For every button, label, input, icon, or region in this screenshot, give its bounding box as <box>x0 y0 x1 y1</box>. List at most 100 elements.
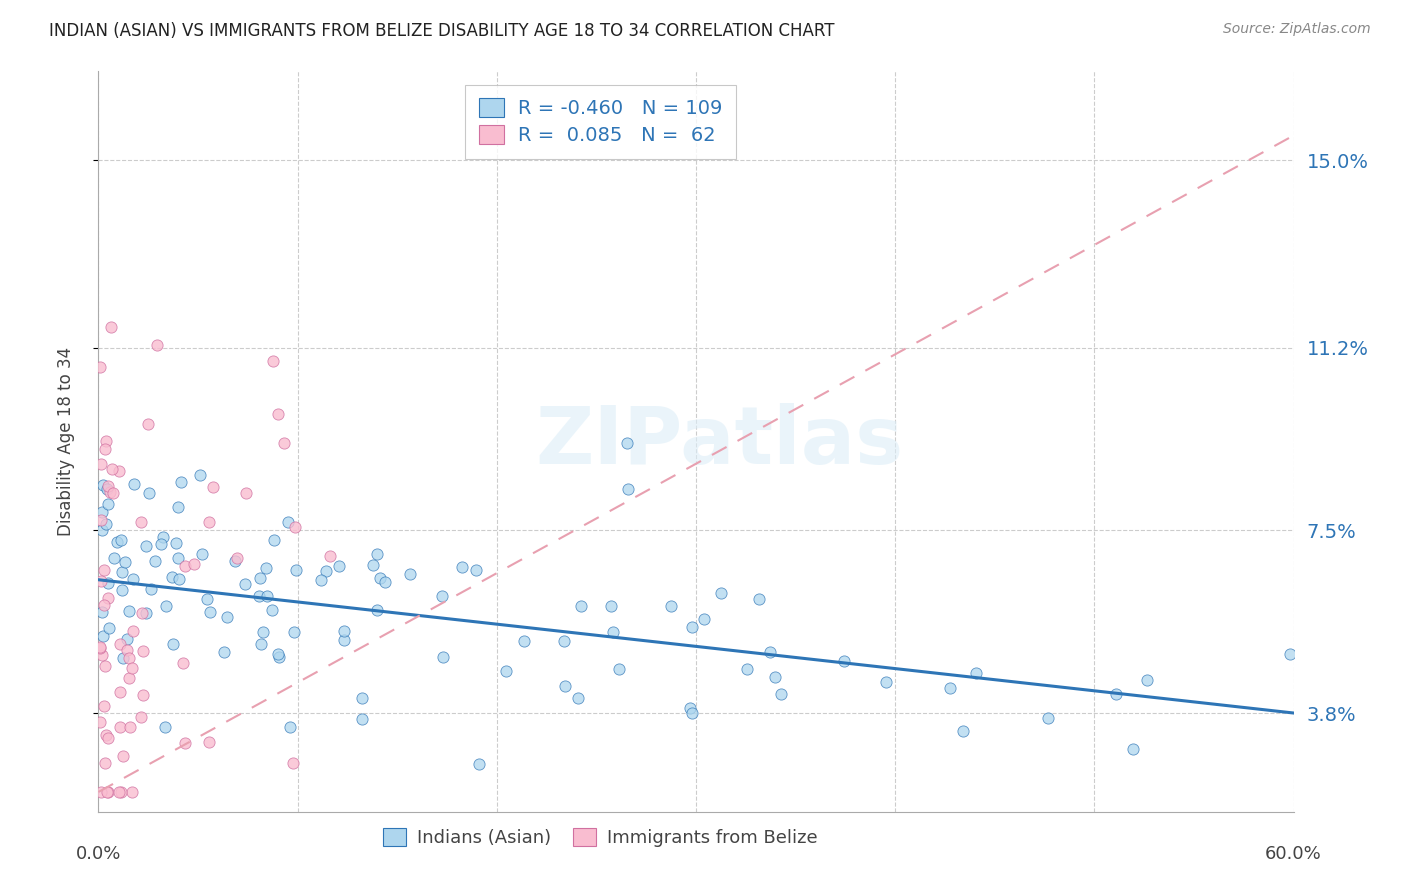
Point <box>170 475 193 489</box>
Point <box>110 637 132 651</box>
Point <box>368 571 391 585</box>
Point <box>149 537 172 551</box>
Point <box>107 785 129 799</box>
Point <box>832 654 855 668</box>
Point <box>90 785 112 799</box>
Point <box>256 590 278 604</box>
Point <box>283 624 305 639</box>
Point <box>131 644 153 658</box>
Point <box>121 572 143 586</box>
Point <box>97 621 120 635</box>
Point <box>693 612 716 626</box>
Point <box>115 642 138 657</box>
Point <box>90 512 112 526</box>
Point <box>112 651 135 665</box>
Point <box>112 748 135 763</box>
Point <box>91 629 114 643</box>
Point <box>188 467 211 482</box>
Point <box>1279 647 1302 661</box>
Point <box>166 551 188 566</box>
Point <box>450 559 472 574</box>
Point <box>617 482 640 496</box>
Point <box>659 599 682 614</box>
Point <box>93 599 115 613</box>
Point <box>98 485 121 500</box>
Point <box>616 435 638 450</box>
Point <box>263 533 285 547</box>
Point <box>153 720 176 734</box>
Point <box>108 464 131 478</box>
Point <box>97 497 120 511</box>
Point <box>269 649 291 664</box>
Point <box>267 407 290 421</box>
Point <box>233 576 256 591</box>
Point <box>366 547 388 561</box>
Point <box>198 515 221 529</box>
Text: 0.0%: 0.0% <box>76 845 121 863</box>
Point <box>91 523 114 537</box>
Point <box>167 500 190 514</box>
Point <box>145 338 167 352</box>
Point <box>94 728 117 742</box>
Point <box>89 640 111 654</box>
Point <box>141 582 163 596</box>
Point <box>167 572 190 586</box>
Text: INDIAN (ASIAN) VS IMMIGRANTS FROM BELIZE DISABILITY AGE 18 TO 34 CORRELATION CHA: INDIAN (ASIAN) VS IMMIGRANTS FROM BELIZE… <box>49 22 835 40</box>
Point <box>174 736 197 750</box>
Text: ZIPatlas: ZIPatlas <box>536 402 904 481</box>
Point <box>468 756 491 771</box>
Point <box>91 478 114 492</box>
Point <box>273 436 295 450</box>
Point <box>939 681 962 696</box>
Point <box>97 575 120 590</box>
Point <box>681 706 703 720</box>
Point <box>1104 687 1126 701</box>
Point <box>100 320 122 334</box>
Point <box>94 442 117 457</box>
Point <box>1038 711 1060 725</box>
Point <box>136 417 159 431</box>
Point <box>108 685 131 699</box>
Point <box>212 645 235 659</box>
Point <box>600 599 623 614</box>
Point <box>90 574 112 588</box>
Point <box>129 710 152 724</box>
Point <box>710 586 733 600</box>
Point <box>105 535 128 549</box>
Point <box>90 648 112 662</box>
Point <box>250 637 273 651</box>
Point <box>122 624 145 638</box>
Point <box>1122 742 1144 756</box>
Point <box>162 637 184 651</box>
Point <box>118 671 141 685</box>
Point <box>252 624 274 639</box>
Point <box>283 756 305 771</box>
Point <box>247 589 270 603</box>
Point <box>262 603 284 617</box>
Point <box>609 662 631 676</box>
Point <box>1136 673 1159 687</box>
Point <box>198 735 221 749</box>
Point <box>118 650 141 665</box>
Point <box>97 785 120 799</box>
Point <box>678 700 700 714</box>
Point <box>254 561 277 575</box>
Point <box>132 689 155 703</box>
Point <box>97 731 120 745</box>
Point <box>465 563 488 577</box>
Point <box>172 656 194 670</box>
Text: 60.0%: 60.0% <box>1265 845 1322 863</box>
Point <box>318 549 340 564</box>
Point <box>114 554 136 568</box>
Point <box>224 554 246 568</box>
Point <box>131 515 153 529</box>
Point <box>93 756 115 770</box>
Point <box>96 434 118 448</box>
Point <box>965 666 987 681</box>
Point <box>93 562 115 576</box>
Point <box>602 625 624 640</box>
Point <box>91 505 114 519</box>
Point <box>173 558 195 573</box>
Point <box>96 517 118 532</box>
Point <box>262 354 284 368</box>
